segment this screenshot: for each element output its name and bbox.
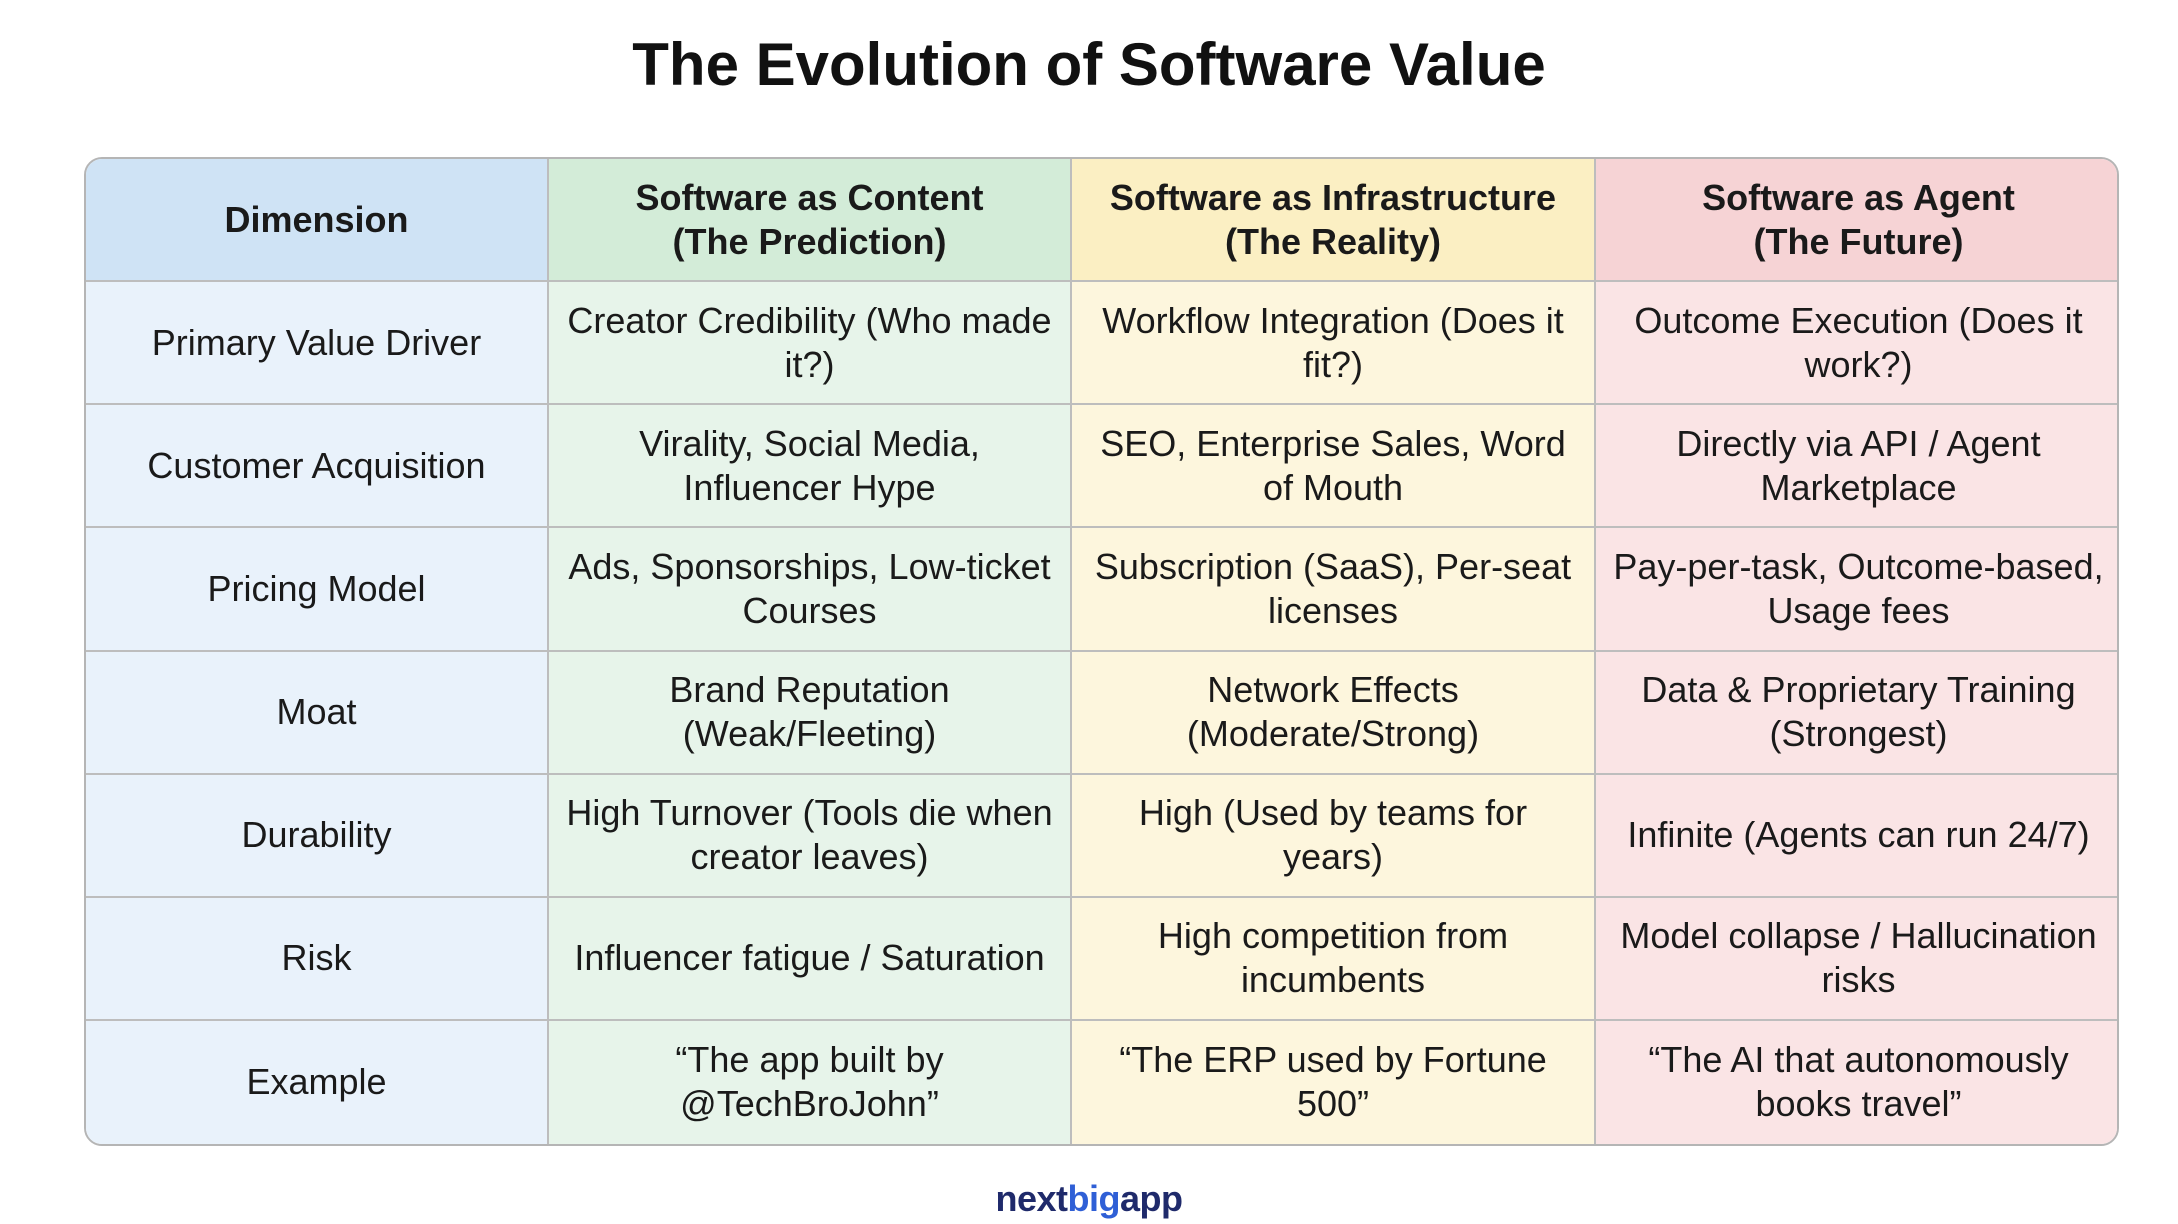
table-cell: “The ERP used by Fortune 500”	[1072, 1020, 1596, 1144]
table-cell: Directly via API / Agent Marketplace	[1596, 405, 2117, 529]
header-title: Software as Content	[635, 176, 984, 218]
logo-part: app	[1120, 1178, 1183, 1219]
table-cell: Network Effects (Moderate/Strong)	[1072, 651, 1596, 775]
table-cell: Data & Proprietary Training (Strongest)	[1596, 651, 2117, 775]
table-cell: Model collapse / Hallucination risks	[1596, 897, 2117, 1021]
row-label: Primary Value Driver	[86, 282, 549, 406]
table-cell: Outcome Execution (Does it work?)	[1596, 282, 2117, 406]
logo: nextbigapp	[0, 1178, 2178, 1220]
row-label: Moat	[86, 651, 549, 775]
comparison-table: Dimension Software as Content (The Predict…	[84, 157, 2119, 1146]
header-title: Dimension	[224, 198, 409, 240]
table-cell: Pay-per-task, Outcome-based, Usage fees	[1596, 528, 2117, 652]
header-cell: Software as Infrastructure (The Reality)	[1072, 159, 1596, 283]
table-cell: “The app built by @TechBroJohn”	[549, 1020, 1072, 1144]
header-title: Software as Infrastructure	[1109, 176, 1557, 218]
header-cell: Dimension	[86, 159, 549, 283]
title: The Evolution of Software Value	[632, 31, 1546, 98]
table-cell: High competition from incumbents	[1072, 897, 1596, 1021]
table-cell: Virality, Social Media, Influencer Hype	[549, 405, 1072, 529]
table-cell: SEO, Enterprise Sales, Word of Mouth	[1072, 405, 1596, 529]
header-title: Software as Agent	[1702, 176, 2015, 218]
row-label: Example	[86, 1020, 549, 1144]
row-label: Customer Acquisition	[86, 405, 549, 529]
row-label: Pricing Model	[86, 528, 549, 652]
table-cell: Ads, Sponsorships, Low-ticket Courses	[549, 528, 1072, 652]
table-cell: High Turnover (Tools die when creator le…	[549, 774, 1072, 898]
logo-part: big	[1067, 1178, 1121, 1219]
row-label: Risk	[86, 897, 549, 1021]
table-cell: Brand Reputation (Weak/Fleeting)	[549, 651, 1072, 775]
table-cell: Creator Credibility (Who made it?)	[549, 282, 1072, 406]
header-subtitle: (The Prediction)	[672, 220, 947, 262]
row-label: Durability	[86, 774, 549, 898]
table-cell: Subscription (SaaS), Per-seat licenses	[1072, 528, 1596, 652]
header-cell: Software as Agent (The Future)	[1596, 159, 2117, 283]
header-cell: Software as Content (The Prediction)	[549, 159, 1072, 283]
table-cell: High (Used by teams for years)	[1072, 774, 1596, 898]
table-cell: Workflow Integration (Does it fit?)	[1072, 282, 1596, 406]
table-cell: Infinite (Agents can run 24/7)	[1596, 774, 2117, 898]
logo-part: next	[995, 1178, 1068, 1219]
table-cell: Influencer fatigue / Saturation	[549, 897, 1072, 1021]
table-cell: “The AI that autonomously books travel”	[1596, 1020, 2117, 1144]
header-subtitle: (The Future)	[1753, 220, 1964, 262]
header-subtitle: (The Reality)	[1224, 220, 1442, 262]
